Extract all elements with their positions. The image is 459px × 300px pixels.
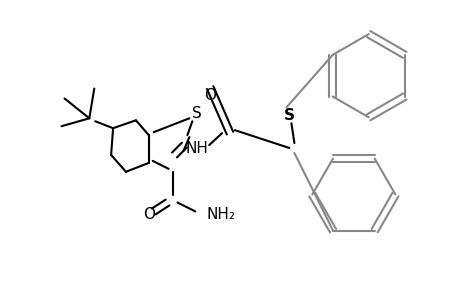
- Text: S: S: [192, 106, 202, 121]
- Text: O: O: [142, 207, 154, 222]
- Text: NH₂: NH₂: [206, 207, 235, 222]
- Text: O: O: [204, 88, 216, 103]
- Text: NH: NH: [185, 140, 208, 155]
- Text: S: S: [283, 108, 294, 123]
